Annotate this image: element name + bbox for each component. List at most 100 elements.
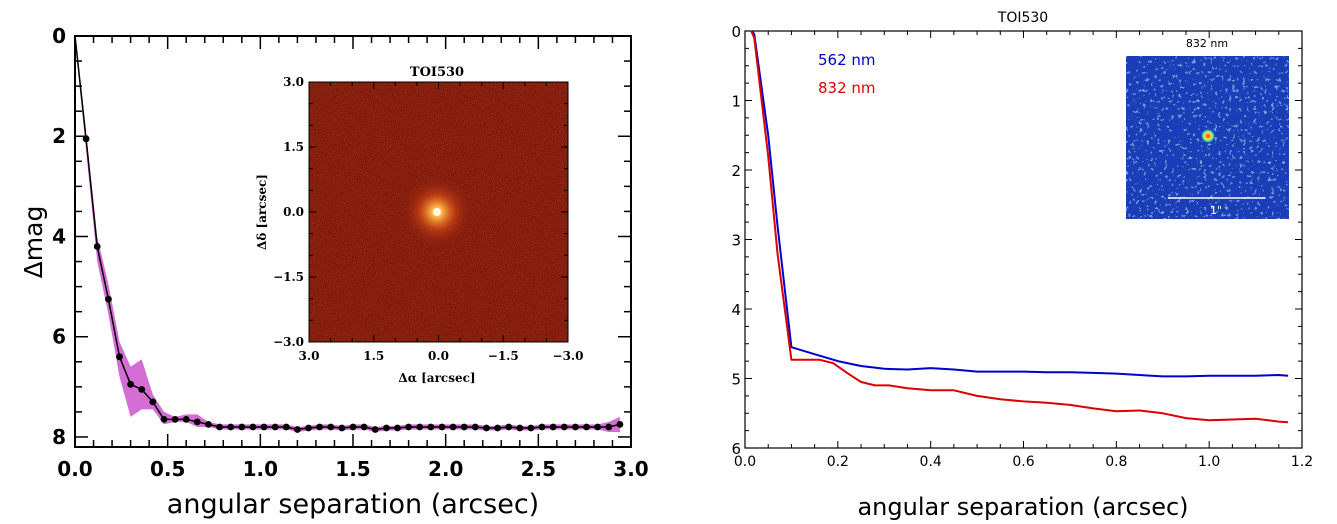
left-x-tick-label: 1.5 (335, 457, 370, 481)
left-error-band (75, 36, 620, 432)
right-inset-scale-label: 1" (1210, 204, 1222, 217)
left-data-point (427, 423, 435, 431)
left-y-tick-label: 4 (52, 224, 66, 248)
left-inset-y-tick-label: 0.0 (283, 205, 304, 219)
right-chart-title: TOI530 (997, 10, 1048, 26)
left-y-tick-label: 6 (52, 325, 66, 349)
right-x-tick-label: 0.2 (827, 454, 849, 470)
left-data-point (516, 424, 524, 432)
right-y-tick-label: 3 (731, 232, 741, 250)
left-data-point (82, 135, 90, 143)
left-data-point (93, 243, 101, 250)
left-inset: TOI530 3.0 3.0 1.5 1.5 0.0 0.0 −1.5 −1.5 −3.0 −3.… (255, 65, 583, 385)
left-x-tick-label: 1.0 (243, 457, 278, 481)
left-ticks-group (74, 35, 632, 447)
right-ticks-group (744, 30, 1303, 449)
right-x-tick-label: 0.6 (1012, 454, 1034, 470)
left-data-point (138, 386, 146, 393)
right-series-line-832 (750, 31, 1289, 424)
left-data-point (193, 418, 201, 426)
left-data-point (438, 423, 446, 431)
left-inset-x-label: Δα [arcsec] (398, 371, 475, 385)
left-x-tick-label: 0.0 (57, 457, 92, 481)
left-data-point (605, 423, 613, 431)
right-inset-title: 832 nm (1186, 37, 1228, 50)
right-x-tick-label: 1.0 (1198, 454, 1220, 470)
left-data-point (616, 421, 624, 428)
left-data-point (483, 424, 490, 432)
left-data-point (594, 423, 601, 431)
left-data-point (460, 423, 468, 431)
left-tick-labels: 0.0 0.5 1.0 1.5 2.0 2.5 3.0 0 2 4 6 8 (52, 24, 649, 481)
left-inset-x-tick-label: −3.0 (553, 349, 584, 363)
left-inset-y-tick-label: 3.0 (283, 75, 304, 89)
left-data-point (505, 423, 513, 431)
right-x-tick-label: 0.4 (920, 454, 942, 470)
left-inset-y-tick-label: −1.5 (273, 270, 304, 284)
right-series-group (750, 31, 1289, 424)
left-data-point (560, 423, 568, 431)
right-x-axis-label: angular separation (arcsec) (857, 493, 1188, 521)
right-inset-source (1201, 129, 1215, 143)
left-data-point (227, 423, 235, 431)
left-data-point (583, 423, 590, 431)
right-series-line-562 (751, 31, 1289, 378)
left-data-point (572, 423, 579, 431)
left-data-point (416, 423, 424, 431)
left-data-point (149, 398, 157, 406)
left-data-point (405, 423, 412, 431)
right-tick-labels: 0.0 0.2 0.4 0.6 0.8 1.0 1.2 0 1 2 3 4 5 6 (731, 23, 1313, 470)
left-inset-y-tick-label: 1.5 (283, 140, 304, 154)
left-inset-title: TOI530 (410, 65, 464, 80)
right-y-tick-label: 2 (731, 162, 741, 180)
left-data-point (282, 423, 290, 431)
left-data-point (394, 424, 401, 432)
left-data-point (249, 423, 257, 431)
left-data-point (494, 424, 501, 432)
left-band-group (75, 36, 620, 432)
right-x-tick-label: 0.0 (734, 454, 756, 470)
left-inset-y-label: Δδ [arcsec] (255, 174, 269, 250)
left-data-point (216, 423, 224, 431)
left-x-axis-label: angular separation (arcsec) (167, 489, 539, 520)
left-inset-x-tick-label: −1.5 (488, 349, 519, 363)
right-y-tick-label: 4 (731, 301, 741, 319)
left-y-tick-label: 2 (52, 124, 66, 148)
left-inset-y-tick-label: −3.0 (273, 335, 304, 349)
left-data-point (538, 423, 546, 431)
left-chart: 0.0 0.5 1.0 1.5 2.0 2.5 3.0 0 2 4 6 8 angular separ… (19, 24, 649, 520)
left-x-tick-label: 0.5 (150, 457, 185, 481)
left-data-point (349, 423, 357, 431)
left-data-point (383, 424, 390, 432)
left-data-point (205, 421, 212, 428)
left-data-point (182, 416, 190, 423)
right-chart: TOI530 0.0 0.2 0.4 0.6 0.8 1.0 1.2 0 1 2 3 4 5 6 562 … (731, 10, 1313, 521)
left-inset-x-tick-label: 0.0 (428, 349, 449, 363)
left-data-point (105, 295, 112, 303)
left-data-point (316, 423, 323, 431)
left-data-point (327, 423, 335, 431)
right-y-tick-label: 0 (731, 23, 741, 41)
left-x-tick-label: 3.0 (613, 457, 648, 481)
legend-item-832: 832 nm (818, 79, 876, 97)
left-data-point (160, 416, 168, 423)
left-data-point (171, 416, 179, 423)
right-x-tick-label: 0.8 (1105, 454, 1127, 470)
left-data-point (549, 423, 557, 431)
left-x-tick-label: 2.0 (428, 457, 463, 481)
right-y-tick-label: 1 (731, 93, 741, 111)
left-data-point (238, 423, 246, 431)
right-y-tick-label: 5 (731, 371, 741, 389)
left-data-point (305, 424, 312, 432)
left-y-tick-label: 8 (52, 425, 66, 449)
left-data-point (338, 424, 346, 432)
left-data-point (471, 423, 479, 431)
left-y-axis-label: Δmag (19, 206, 48, 279)
left-data-point (371, 426, 379, 433)
left-inset-ticks: 3.0 3.0 1.5 1.5 0.0 0.0 −1.5 −1.5 −3.0 −3.0 (273, 75, 583, 363)
left-data-point (271, 423, 279, 431)
left-data-point (527, 424, 535, 432)
left-series-group (74, 35, 624, 433)
right-inset: 832 nm 1" (1126, 37, 1289, 219)
